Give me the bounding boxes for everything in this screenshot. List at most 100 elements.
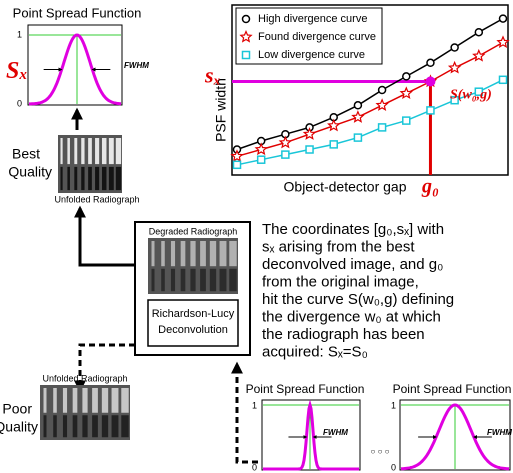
stripe <box>209 241 217 267</box>
stripe <box>67 166 70 191</box>
stripe <box>53 415 57 438</box>
stripe <box>121 388 129 413</box>
stripe <box>180 241 186 267</box>
sx-sub: x <box>18 67 27 83</box>
point <box>450 43 459 52</box>
legend <box>235 7 383 65</box>
point <box>353 101 363 110</box>
stripe <box>43 388 47 413</box>
stripe <box>81 138 85 165</box>
g0-label: g₀ <box>421 176 439 198</box>
y-axis-label: PSF width <box>213 78 229 142</box>
stripe <box>60 138 63 165</box>
quality-label: Quality <box>0 419 38 435</box>
stripe <box>219 241 227 267</box>
paragraph-line: sₓ arising from the best <box>262 238 415 255</box>
point <box>472 48 486 62</box>
stripe <box>92 388 98 413</box>
image-caption: Unfolded Radiograph <box>42 373 127 383</box>
paragraph-line: The coordinates [g₀,sₓ] with <box>262 221 444 238</box>
stripe <box>161 268 165 292</box>
point <box>450 95 459 105</box>
stripe <box>115 138 122 165</box>
legend-label: Low divergence curve <box>258 49 365 61</box>
point <box>474 27 484 37</box>
stripe <box>101 138 107 165</box>
stripe <box>72 415 78 438</box>
stripe <box>209 268 217 292</box>
point <box>399 86 413 100</box>
stripe <box>74 138 78 165</box>
panel-title: Point Spread Function <box>393 382 512 396</box>
point <box>351 110 365 123</box>
stripe <box>72 388 78 413</box>
point <box>327 118 341 132</box>
arrow <box>74 343 135 393</box>
axis-label: 0 <box>391 462 396 472</box>
stripe <box>151 268 155 292</box>
axis-label: 1 <box>17 29 22 39</box>
stripe <box>190 268 196 292</box>
point <box>426 58 435 68</box>
arrow <box>74 205 135 267</box>
point <box>496 35 510 49</box>
point <box>281 150 290 159</box>
panel-title: Point Spread Function <box>246 382 365 396</box>
radiograph <box>148 238 238 294</box>
ellipsis: ○ ○ ○ <box>371 447 390 456</box>
method-label: Richardson-Lucy <box>152 308 235 320</box>
sx-label: sₓ <box>204 63 221 88</box>
stripe <box>219 268 227 292</box>
axis-label: 1 <box>252 400 257 410</box>
quality-label: Best <box>12 146 40 162</box>
stripe <box>229 241 237 267</box>
legend-marker <box>241 14 251 24</box>
stripe <box>95 166 100 191</box>
image-caption: Unfolded Radiograph <box>54 194 139 204</box>
radiograph <box>40 385 130 440</box>
axis-label: 0 <box>252 462 257 472</box>
psf-curve <box>263 399 359 471</box>
stripe <box>60 166 63 191</box>
panel-frame <box>399 399 511 471</box>
point <box>302 127 317 140</box>
sx-label: Sx <box>6 58 27 84</box>
stripe <box>81 166 85 191</box>
point <box>447 60 462 74</box>
stripe <box>95 138 100 165</box>
paragraph-line: the divergence w₀ at which <box>262 308 441 325</box>
stripe <box>111 388 119 413</box>
stripe <box>115 166 122 191</box>
point <box>377 123 387 132</box>
stripe <box>111 415 119 438</box>
point <box>278 135 293 149</box>
stripe <box>190 241 196 267</box>
paragraph-line: the radiograph has been <box>262 326 425 343</box>
legend-label: Found divergence curve <box>258 31 376 43</box>
axis-label: 0 <box>17 98 22 108</box>
point <box>474 87 484 96</box>
quality-label: Poor <box>2 401 32 417</box>
legend-marker <box>241 50 251 60</box>
legend-marker <box>239 29 253 43</box>
highlight-point <box>425 76 436 87</box>
stripe <box>53 388 57 413</box>
point <box>498 14 508 23</box>
stripe <box>101 166 107 191</box>
stripe <box>108 138 114 165</box>
stripe <box>92 415 98 438</box>
stripe <box>170 241 176 267</box>
stripe <box>108 166 114 191</box>
point <box>498 75 508 85</box>
stripe <box>200 241 206 267</box>
method-box <box>147 299 239 347</box>
stripe <box>180 268 186 292</box>
x-axis-label: Object-detector gap <box>284 179 407 195</box>
point <box>256 155 266 164</box>
point <box>426 106 435 115</box>
stripe <box>74 166 78 191</box>
stripe <box>88 138 92 165</box>
paragraph-line: acquired: Sₓ=S₀ <box>262 343 368 360</box>
point <box>329 140 338 149</box>
